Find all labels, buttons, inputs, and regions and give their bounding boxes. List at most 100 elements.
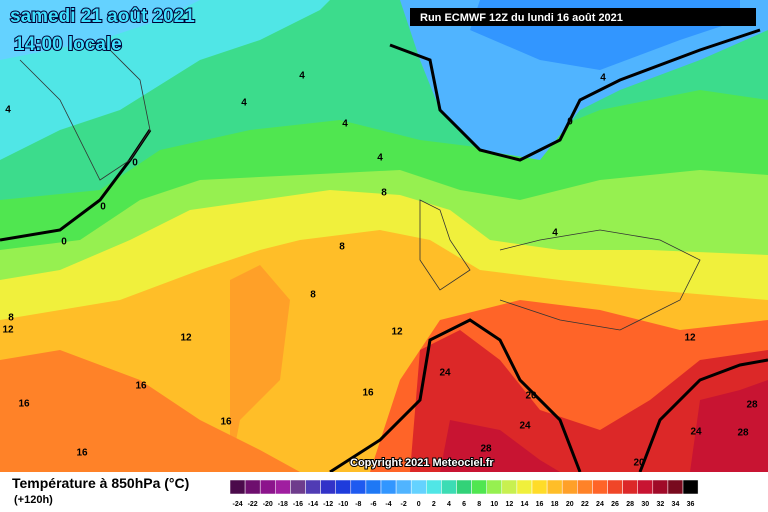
legend-label: 2 xyxy=(432,501,436,508)
legend-swatch xyxy=(426,479,442,495)
forecast-time: 14:00 locale xyxy=(14,34,122,55)
temp-zone xyxy=(230,265,290,472)
legend-label: 14 xyxy=(521,501,529,508)
contour-label: 4 xyxy=(377,153,383,164)
legend-swatch xyxy=(561,479,578,495)
legend-label: 0 xyxy=(417,501,421,508)
legend-label: -22 xyxy=(248,501,258,508)
legend-swatch xyxy=(577,479,593,495)
legend-swatch xyxy=(471,479,487,495)
run-info: Run ECMWF 12Z du lundi 16 août 2021 xyxy=(420,12,623,24)
contour-label: 4 xyxy=(241,98,247,109)
contour-label: 20 xyxy=(525,391,537,402)
legend-swatch xyxy=(456,479,472,495)
contour-label: 8 xyxy=(8,313,14,324)
legend-swatch xyxy=(410,479,427,495)
lead-time: (+120h) xyxy=(14,494,53,506)
legend-swatch xyxy=(652,479,669,495)
legend-label: -12 xyxy=(323,501,333,508)
legend-label: -16 xyxy=(293,501,303,508)
contour-label: 4 xyxy=(299,71,305,82)
temp-zone xyxy=(0,0,200,60)
legend-label: 8 xyxy=(477,501,481,508)
contour-label: 16 xyxy=(76,448,88,459)
contour-label: 16 xyxy=(362,388,374,399)
contour-label: 28 xyxy=(737,428,749,439)
legend-label: 26 xyxy=(611,501,619,508)
legend-label: 22 xyxy=(581,501,589,508)
legend-label: 30 xyxy=(641,501,649,508)
legend-label: -8 xyxy=(355,501,361,508)
contour-label: 12 xyxy=(684,333,696,344)
legend-swatch xyxy=(335,479,352,495)
temp-zone xyxy=(440,380,768,472)
twenty-isotherm xyxy=(329,318,768,474)
contour-label: 4 xyxy=(600,73,606,84)
contour-label: 0 xyxy=(100,202,106,213)
legend-swatch xyxy=(229,479,246,495)
legend-label: 24 xyxy=(596,501,604,508)
legend-label: 34 xyxy=(672,501,680,508)
contour-label: 12 xyxy=(2,325,14,336)
legend-swatch xyxy=(244,479,261,495)
legend-label: 16 xyxy=(536,501,544,508)
legend-swatch xyxy=(622,479,638,495)
legend-swatch xyxy=(259,479,276,495)
legend-swatch xyxy=(275,479,291,495)
legend-label: 28 xyxy=(626,501,634,508)
run-box xyxy=(410,8,756,26)
legend-label: 18 xyxy=(551,501,559,508)
contour-label: 24 xyxy=(690,427,702,438)
legend-swatch xyxy=(290,479,306,495)
contour-label: 12 xyxy=(391,327,403,338)
legend-swatch xyxy=(395,479,412,495)
zero-isotherm xyxy=(389,28,761,162)
legend-swatch xyxy=(350,479,367,495)
contour-label: 16 xyxy=(135,381,147,392)
legend-swatch xyxy=(441,479,457,495)
legend-swatch xyxy=(637,479,654,495)
legend-swatch xyxy=(531,479,548,495)
legend-swatch xyxy=(501,479,518,495)
legend-label: 6 xyxy=(462,501,466,508)
legend-swatch xyxy=(607,479,623,495)
legend-swatch xyxy=(365,479,382,495)
contour-label: 0 xyxy=(567,117,573,128)
legend-label: -4 xyxy=(385,501,391,508)
legend-swatch xyxy=(380,479,397,495)
legend-label: -14 xyxy=(308,501,318,508)
contour-label: 4 xyxy=(342,119,348,130)
legend-swatch xyxy=(546,479,563,495)
legend-label: -24 xyxy=(232,501,242,508)
legend-label: -2 xyxy=(401,501,407,508)
temp-zone xyxy=(0,350,300,472)
legend-label: 10 xyxy=(490,501,498,508)
contour-label: 8 xyxy=(310,290,316,301)
legend-label: 36 xyxy=(687,501,695,508)
contour-label: 4 xyxy=(552,228,558,239)
contour-label: 24 xyxy=(519,421,531,432)
contour-label: 20 xyxy=(633,458,645,469)
contour-label: 24 xyxy=(439,368,451,379)
legend-label: 4 xyxy=(447,501,451,508)
legend-label: 12 xyxy=(505,501,513,508)
contour-label: 16 xyxy=(220,417,232,428)
copyright: Copyright 2021 Meteociel.fr xyxy=(350,457,494,469)
contour-label: 8 xyxy=(381,188,387,199)
legend-swatch xyxy=(305,479,321,495)
contour-label: 4 xyxy=(5,105,11,116)
legend-label: -18 xyxy=(278,501,288,508)
contour-label: 8 xyxy=(339,242,345,253)
legend-swatch xyxy=(667,479,684,495)
contour-label: 12 xyxy=(180,333,192,344)
contour-label: 16 xyxy=(18,399,30,410)
coastlines xyxy=(19,39,701,331)
legend-swatch xyxy=(592,479,608,495)
legend-swatch xyxy=(486,479,503,495)
legend-label: -10 xyxy=(338,501,348,508)
legend-label: 20 xyxy=(566,501,574,508)
legend-label: -20 xyxy=(263,501,273,508)
legend-swatch xyxy=(682,479,699,495)
legend-label: 32 xyxy=(656,501,664,508)
